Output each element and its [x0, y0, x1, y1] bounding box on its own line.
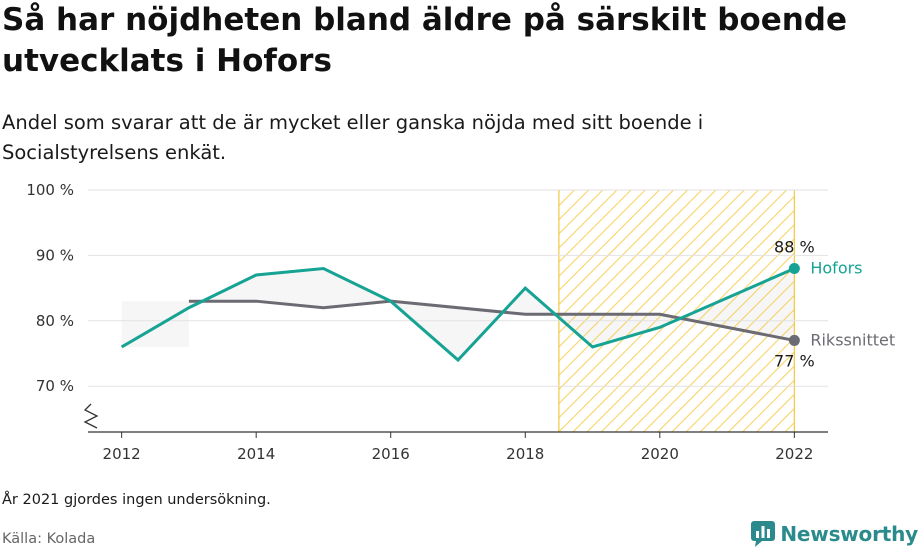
series-hofors-end-point: [788, 262, 800, 274]
y-axis-break-icon: [83, 403, 99, 429]
chart-subtitle: Andel som svarar att de är mycket eller …: [2, 111, 704, 164]
source-note: Källa: Kolada: [2, 531, 96, 547]
line-chart: 70 % 80 % 90 % 100 % 2012 2014 2016 2018 2020 202…: [26, 181, 895, 463]
y-tick-label: 90 %: [36, 246, 74, 264]
highlight-range: [558, 190, 795, 432]
series-label-rikssnittet: Rikssnittet: [810, 330, 895, 349]
series-gap-area: [188, 268, 795, 361]
x-tick-label: 2018: [506, 445, 544, 463]
x-tick-label: 2014: [237, 445, 275, 463]
y-tick-label: 80 %: [36, 312, 74, 330]
newsworthy-logo-icon: [751, 521, 776, 547]
y-tick-label: 70 %: [36, 377, 74, 395]
series-rikssnittet-end-point: [788, 334, 800, 346]
x-tick-label: 2020: [641, 445, 679, 463]
data-label-rikssnittet-end: 77 %: [774, 351, 815, 370]
footnote: År 2021 gjordes ingen undersökning.: [2, 492, 271, 508]
brand-name: Newsworthy: [780, 522, 918, 546]
y-tick-label: 100 %: [26, 181, 74, 199]
data-label-hofors-end: 88 %: [774, 237, 815, 256]
series-label-hofors: Hofors: [810, 258, 862, 277]
x-tick-label: 2016: [372, 445, 410, 463]
x-tick-label: 2012: [103, 445, 141, 463]
chart-title: Så har nöjdheten bland äldre på särskilt…: [2, 2, 848, 79]
x-tick-label: 2022: [775, 445, 813, 463]
brand-logo: Newsworthy: [750, 520, 918, 548]
series-hofors-line: [120, 266, 795, 363]
